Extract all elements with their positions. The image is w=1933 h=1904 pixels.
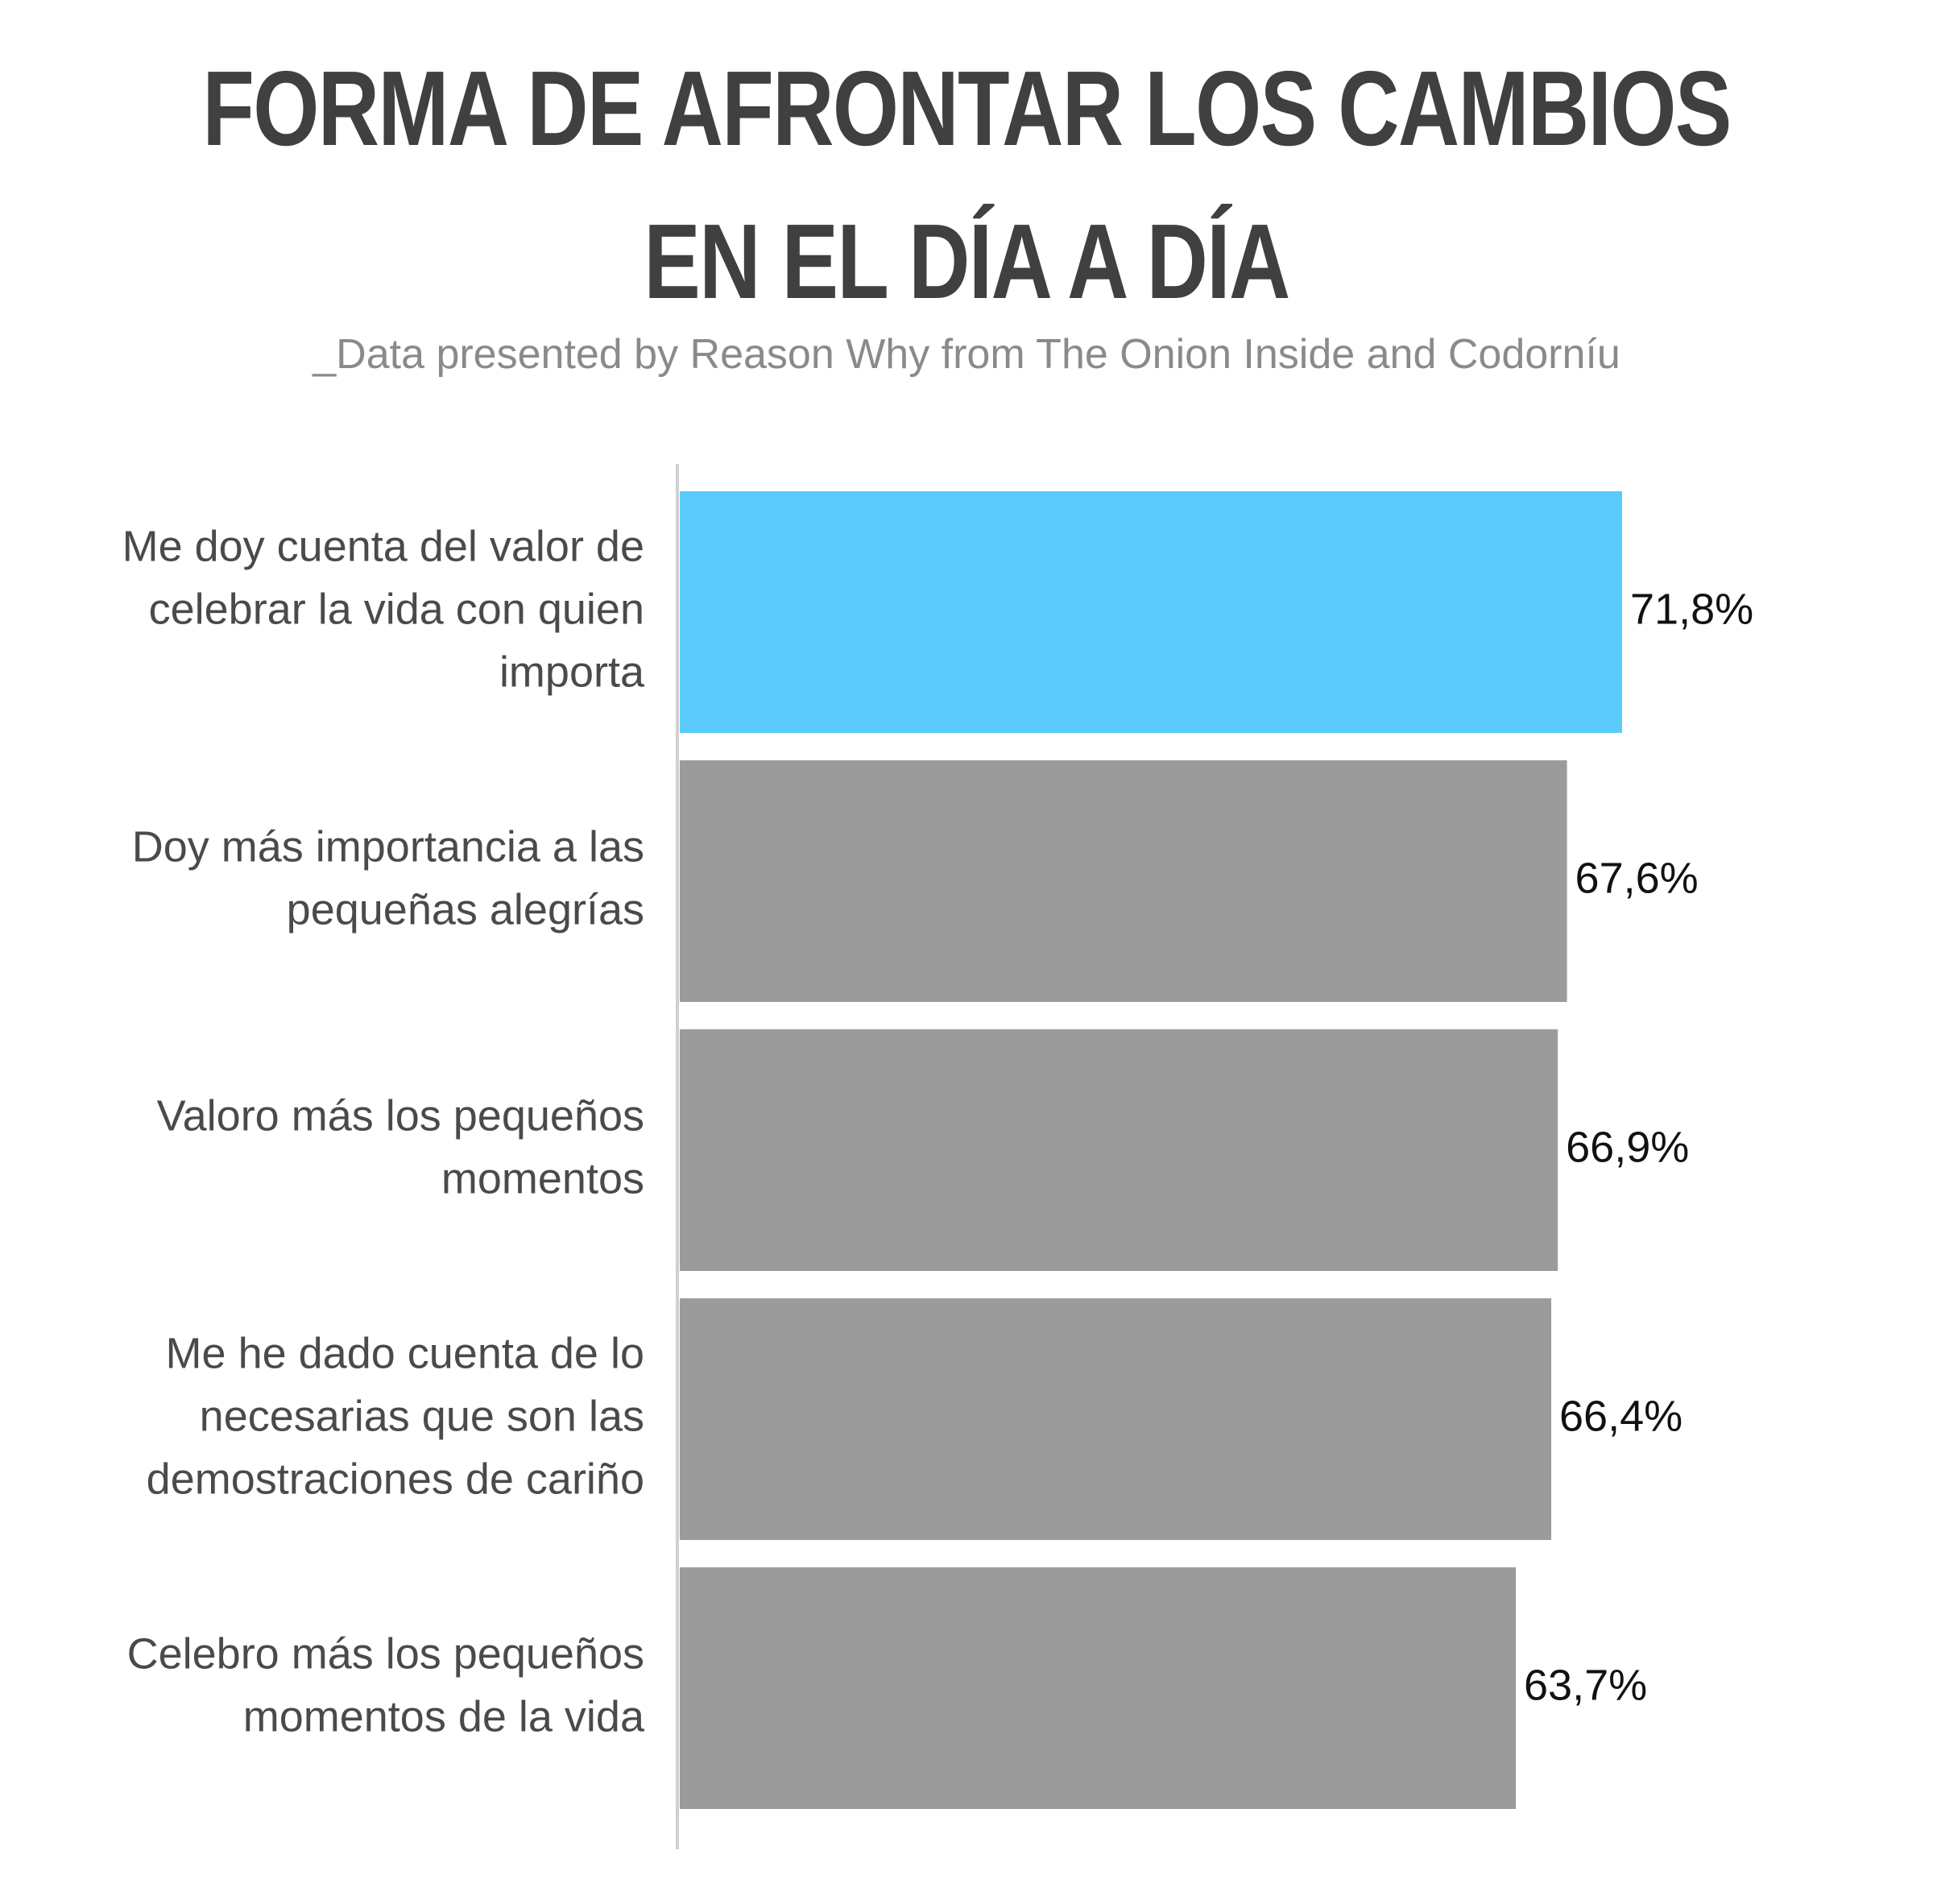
category-label-1: Doy más importancia a las pequeñas alegrí… [132,822,644,933]
category-label-0-line-2: importa [499,648,645,696]
chart-subtitle: _Data presented by Reason Why from The O… [313,331,1620,378]
bar-1 [680,760,1567,1002]
category-label-1-line-0: Doy más importancia a las [132,822,644,871]
chart-title-line-2: EN EL DÍA A DÍA [644,202,1290,321]
category-label-1-line-1: pequeñas alegrías [287,885,644,933]
category-label-0-line-0: Me doy cuenta del valor de [122,522,644,570]
bar-0 [680,491,1622,733]
category-label-4-line-1: momentos de la vida [243,1692,645,1741]
category-label-3-line-2: demostraciones de cariño [147,1455,644,1503]
bar-2 [680,1029,1558,1271]
bar-4 [680,1567,1517,1809]
category-label-4: Celebro más los pequeños momentos de la v… [127,1629,645,1741]
category-label-0: Me doy cuenta del valor de celebrar la vi… [122,522,645,696]
category-label-2-line-1: momentos [441,1154,644,1202]
value-label-1: 67,6% [1575,854,1699,902]
category-label-3-line-0: Me he dado cuenta de lo [166,1329,644,1377]
chart-title-line-1: FORMA DE AFRONTAR LOS CAMBIOS [202,49,1732,168]
category-label-2-line-0: Valoro más los pequeños [157,1091,644,1140]
value-label-4: 63,7% [1524,1661,1647,1709]
bar-3 [680,1298,1552,1540]
category-label-3-line-1: necesarias que son las [200,1392,644,1440]
value-label-2: 66,9% [1566,1123,1689,1171]
category-label-4-line-0: Celebro más los pequeños [127,1629,644,1678]
category-label-3: Me he dado cuenta de lo necesarias que so… [147,1329,644,1503]
value-label-0: 71,8% [1630,585,1753,633]
value-label-3: 66,4% [1559,1392,1683,1440]
category-label-0-line-1: celebrar la vida con quien [149,585,644,633]
chart-title: FORMA DE AFRONTAR LOS CAMBIOS EN EL DÍA … [193,32,1740,338]
category-label-2: Valoro más los pequeños momentos [157,1091,644,1202]
